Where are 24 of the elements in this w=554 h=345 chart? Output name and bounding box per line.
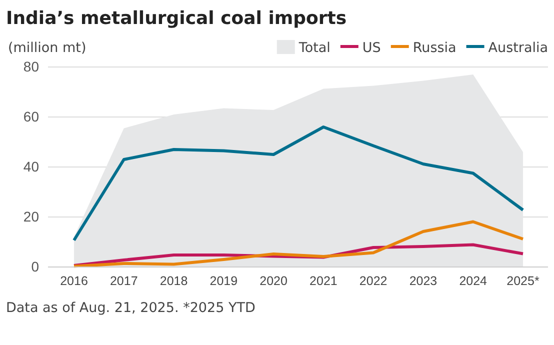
line-series	[72, 126, 524, 242]
y-tick-label: 60	[23, 108, 40, 124]
line-series	[72, 220, 524, 268]
x-tick-label: 2022	[359, 274, 388, 288]
x-tick-label: 2016	[60, 274, 88, 288]
x-tick-label: 2025*	[506, 274, 540, 288]
x-tick-label: 2020	[260, 274, 288, 288]
x-tick-label: 2023	[409, 274, 438, 288]
x-tick-label: 2024	[459, 274, 488, 288]
legend-label: Total	[298, 40, 330, 56]
x-tick-label: 2021	[310, 274, 338, 288]
y-tick-label: 0	[31, 258, 40, 274]
text: Data as of Aug. 21, 2025. *2025 YTD	[6, 300, 256, 316]
x-tick-label: 2019	[210, 274, 238, 288]
chart-title: India’s metallurgical coal imports	[6, 8, 347, 29]
x-tick-label: 2018	[160, 274, 188, 288]
x-tick-label: 2017	[110, 274, 138, 288]
y-tick-label: 20	[23, 208, 40, 224]
y-axis-title: (million mt)	[8, 40, 86, 56]
legend-label: US	[362, 40, 381, 56]
y-tick-label: 80	[23, 58, 40, 74]
y-tick-label: 40	[23, 158, 40, 174]
legend-label: Australia	[488, 40, 548, 56]
legend-label: Russia	[412, 40, 456, 56]
